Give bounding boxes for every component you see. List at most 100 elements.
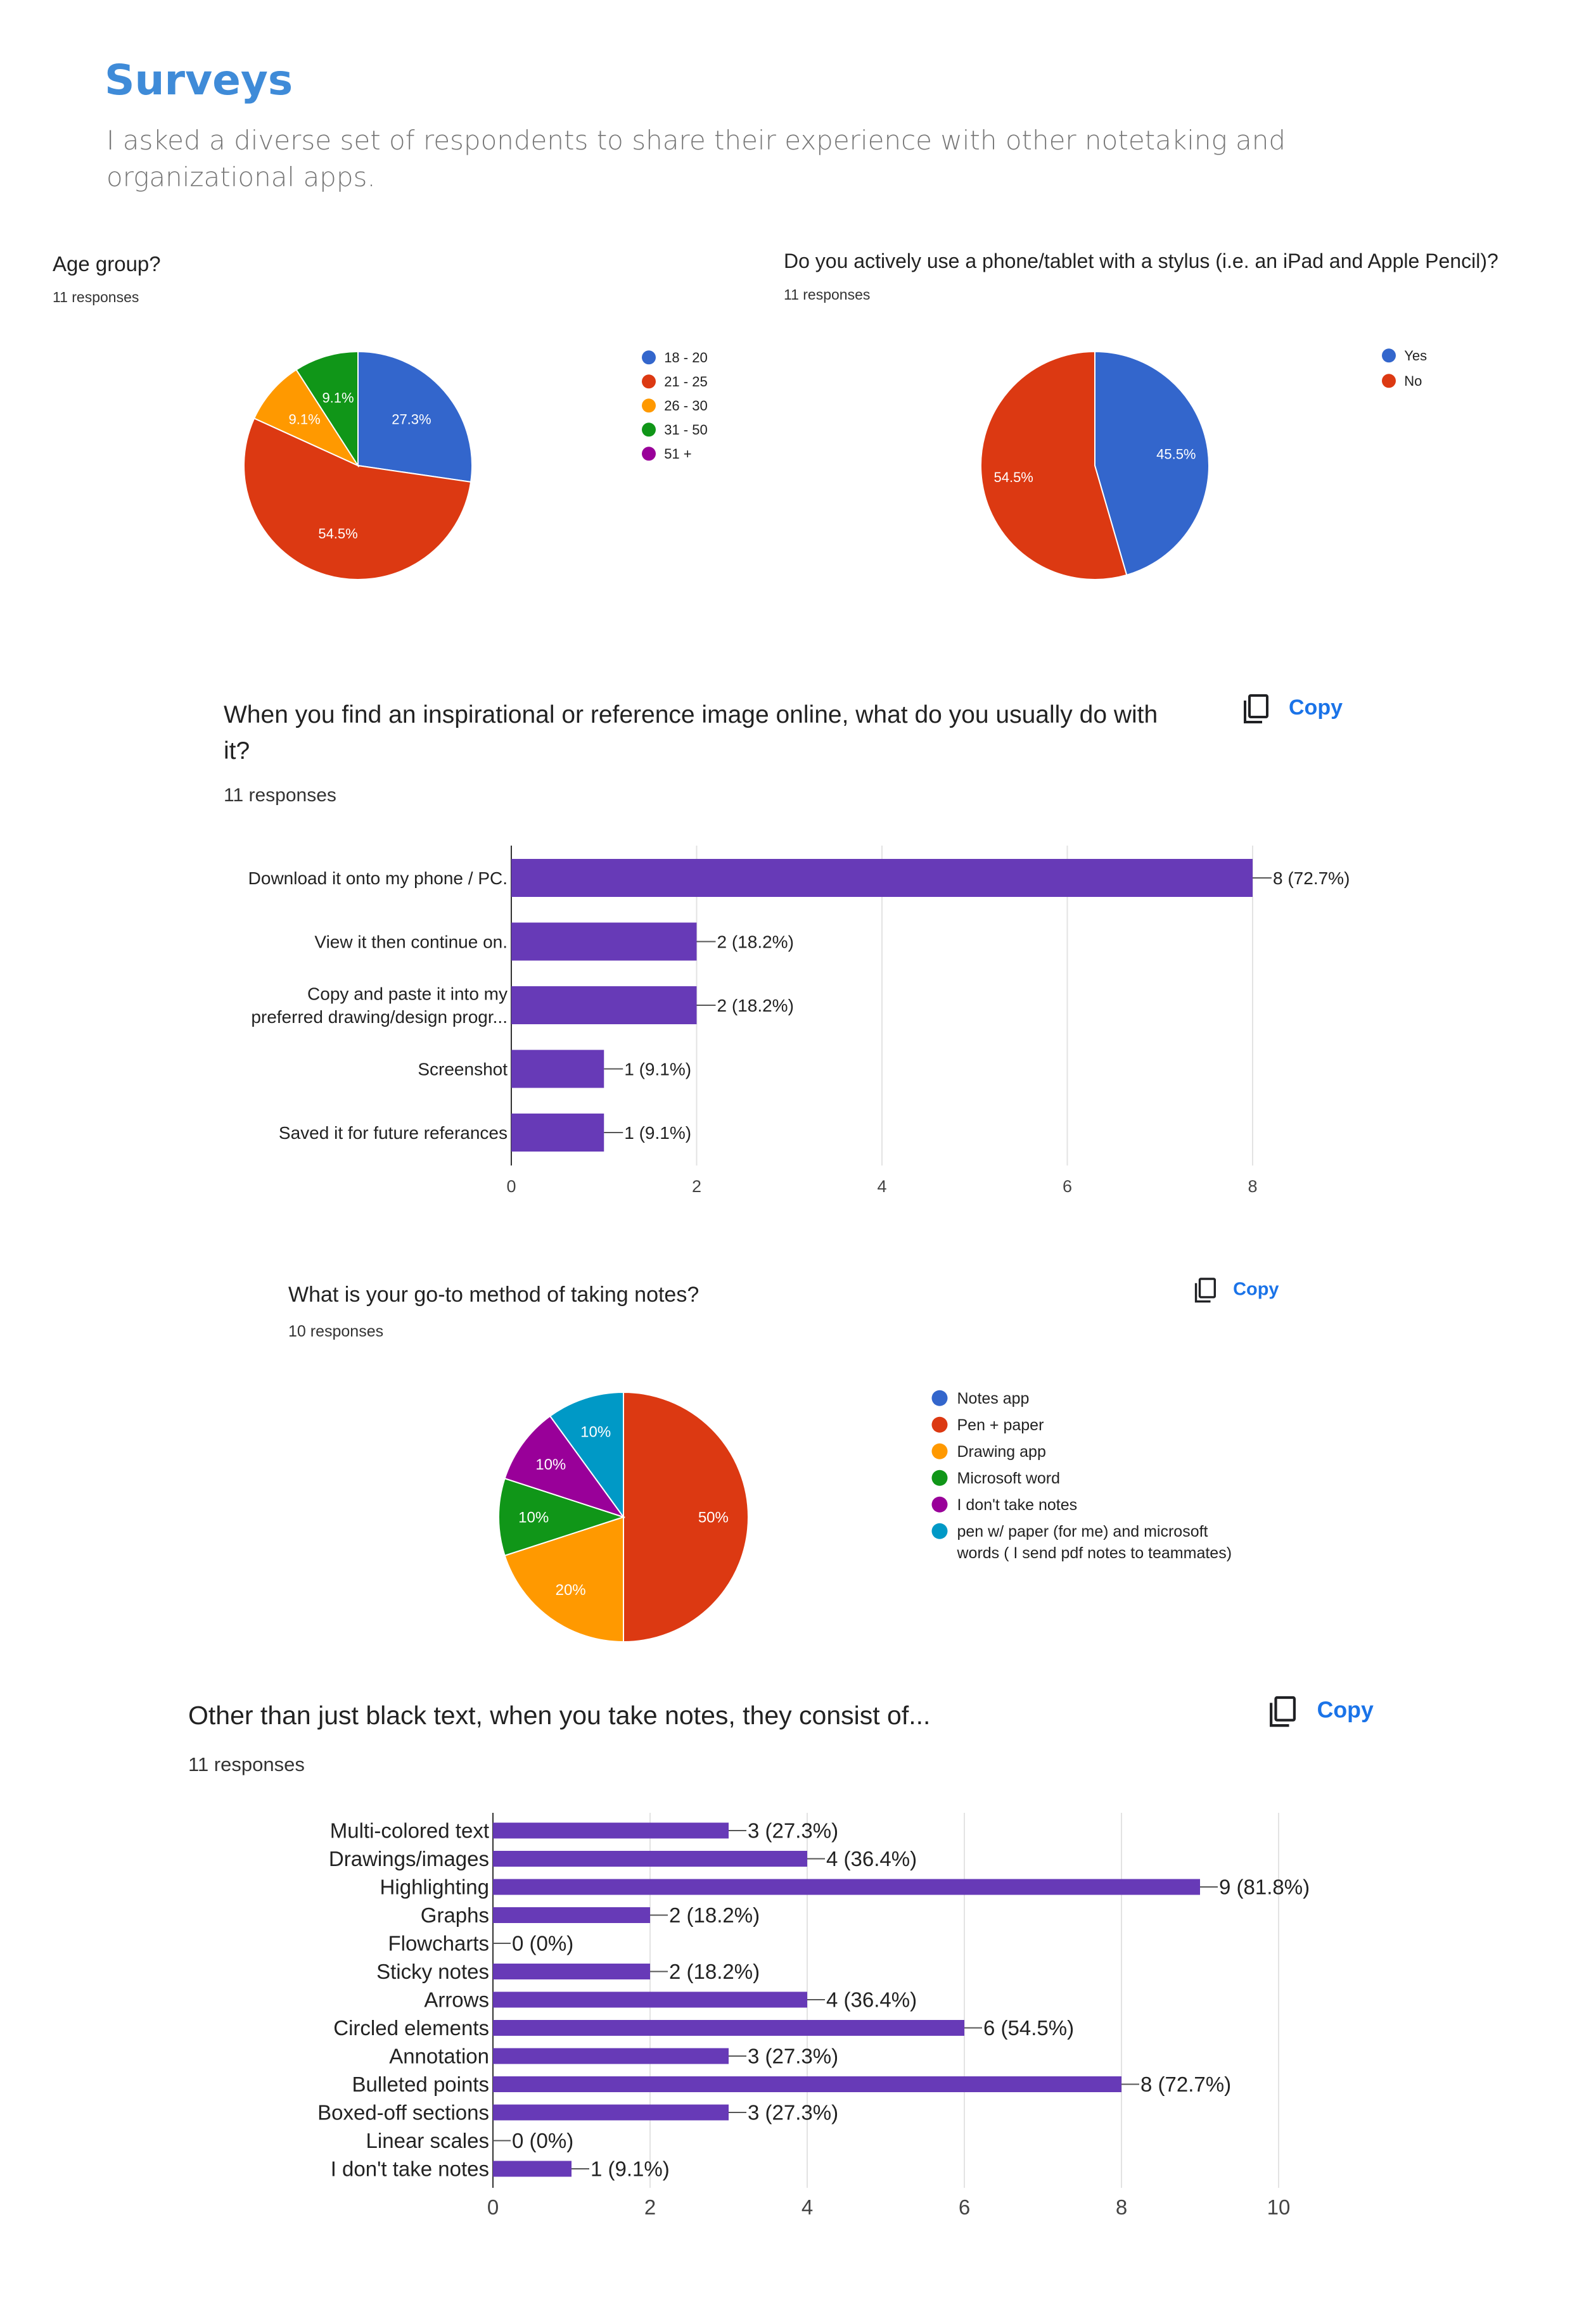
chart-title: Age group? <box>53 252 161 276</box>
bar-value-label: 3 (27.3%) <box>748 2101 838 2124</box>
x-tick-label: 4 <box>802 2195 813 2219</box>
pie-slice <box>243 417 472 580</box>
x-tick-label: 0 <box>487 2195 499 2219</box>
bar-value-label: 2 (18.2%) <box>669 1903 760 1927</box>
copy-button-label: Copy <box>1233 1279 1279 1300</box>
pie-slice-label: 54.5% <box>993 469 1033 485</box>
bar-value-label: 8 (72.7%) <box>1273 868 1350 888</box>
x-tick-label: 8 <box>1248 1177 1257 1196</box>
bar-value-label: 2 (18.2%) <box>669 1960 760 1983</box>
bar <box>511 859 1253 897</box>
x-tick-label: 4 <box>877 1177 886 1196</box>
category-label: Boxed-off sections <box>317 2101 489 2124</box>
copy-button[interactable]: Copy <box>1270 1696 1374 1727</box>
legend-marker <box>931 1470 948 1486</box>
chart-title: Other than just black text, when you tak… <box>188 1701 930 1730</box>
legend-label: Microsoft word <box>957 1470 1061 1487</box>
bar <box>493 2104 729 2121</box>
category-label: Drawings/images <box>329 1847 489 1870</box>
bar-value-label: 0 (0%) <box>512 1932 573 1955</box>
chart-title: Do you actively use a phone/tablet with … <box>784 250 1498 272</box>
x-tick-label: 6 <box>959 2195 970 2219</box>
category-label: Annotation <box>389 2045 489 2068</box>
pie-slice-label: 10% <box>535 1456 566 1473</box>
category-label: Linear scales <box>366 2129 489 2152</box>
legend-label: I don't take notes <box>957 1496 1078 1514</box>
pie-slice <box>295 350 359 468</box>
bar <box>511 986 697 1024</box>
copy-button[interactable]: Copy <box>1194 1278 1279 1303</box>
responses-count: 11 responses <box>224 785 336 806</box>
chart-title: it? <box>224 737 250 765</box>
bar <box>493 1879 1200 1895</box>
pie-slice <box>504 1415 625 1518</box>
copy-icon-back <box>1194 1283 1211 1303</box>
copy-icon-back <box>1270 1703 1289 1727</box>
legend-label: Drawing app <box>957 1443 1046 1461</box>
bar-value-label: 3 (27.3%) <box>748 2045 838 2068</box>
legend-label: Pen + paper <box>957 1416 1044 1434</box>
bar <box>493 1964 650 1979</box>
pie-slice <box>980 350 1128 580</box>
pie-slice-label: 10% <box>580 1424 611 1441</box>
responses-count: 11 responses <box>784 286 870 303</box>
bar-value-label: 4 (36.4%) <box>826 1988 917 2012</box>
legend-marker <box>642 398 656 413</box>
bar-value-label: 9 (81.8%) <box>1219 1876 1310 1899</box>
x-tick-label: 10 <box>1267 2195 1291 2219</box>
copy-icon <box>1194 1278 1217 1303</box>
category-label: Highlighting <box>380 1876 489 1899</box>
pie-slice-label: 54.5% <box>318 526 357 542</box>
copy-button-label: Copy <box>1317 1698 1374 1723</box>
category-label: Sticky notes <box>376 1960 489 1983</box>
legend-label: words ( I send pdf notes to teammates) <box>957 1544 1232 1562</box>
legend-marker <box>931 1390 948 1406</box>
legend-marker <box>931 1416 948 1433</box>
legend-marker <box>642 447 656 461</box>
pie-slice <box>357 350 473 483</box>
x-tick-label: 0 <box>506 1177 516 1196</box>
legend-label: Notes app <box>957 1390 1030 1407</box>
pie-slice <box>504 1516 624 1643</box>
bar <box>493 2020 964 2036</box>
legend-marker <box>1382 374 1396 388</box>
bar <box>511 1050 604 1088</box>
legend-marker <box>931 1523 948 1539</box>
pie-slice-label: 20% <box>556 1582 586 1599</box>
legend-label: Yes <box>1404 348 1427 364</box>
category-label: Download it onto my phone / PC. <box>248 868 508 888</box>
pie-slice-label: 50% <box>698 1509 729 1526</box>
category-label: Bulleted points <box>352 2073 489 2096</box>
legend-label: No <box>1404 373 1422 389</box>
category-label: Graphs <box>421 1903 489 1927</box>
copy-button[interactable]: Copy <box>1244 694 1343 723</box>
bar <box>493 1851 807 1867</box>
responses-count: 10 responses <box>288 1323 383 1340</box>
bar <box>493 2048 729 2064</box>
legend-label: 51 + <box>664 446 691 462</box>
pie-slice <box>549 1391 624 1520</box>
bar <box>493 2076 1121 2092</box>
responses-count: 11 responses <box>53 289 139 305</box>
bar <box>511 1114 604 1152</box>
bar-value-label: 2 (18.2%) <box>717 932 794 951</box>
pie-slice-label: 45.5% <box>1156 446 1196 462</box>
bar <box>493 2161 572 2177</box>
bar-value-label: 1 (9.1%) <box>624 1059 691 1079</box>
legend-label: 21 - 25 <box>664 374 708 390</box>
pie-slice-label: 27.3% <box>392 412 431 428</box>
legend-label: 26 - 30 <box>664 398 708 414</box>
category-label: View it then continue on. <box>314 932 508 951</box>
category-label: Flowcharts <box>388 1932 489 1955</box>
category-label: Multi-colored text <box>330 1819 489 1843</box>
bar-value-label: 4 (36.4%) <box>826 1847 917 1870</box>
category-label: Saved it for future referances <box>279 1123 508 1143</box>
pie-slice <box>623 1391 749 1643</box>
pie-slice <box>1094 350 1210 576</box>
legend-label: 31 - 50 <box>664 422 708 438</box>
responses-count: 11 responses <box>188 1753 305 1775</box>
bar-value-label: 2 (18.2%) <box>717 996 794 1015</box>
page-title: Surveys <box>105 56 293 105</box>
bar-value-label: 6 (54.5%) <box>983 2016 1074 2040</box>
